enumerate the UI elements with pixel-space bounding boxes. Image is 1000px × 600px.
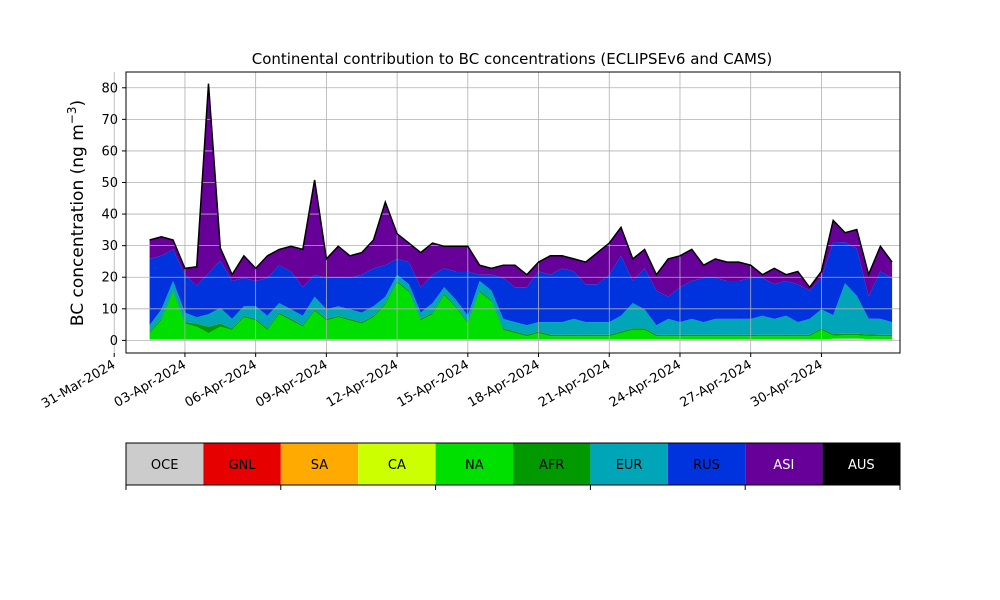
x-tick-label: 27-Apr-2024 xyxy=(678,357,755,410)
y-axis-label-close: ) xyxy=(68,100,88,107)
legend-colorbar: OCE GNL SA CA NA AFR EUR RUS ASI AUS xyxy=(125,442,901,490)
legend-label-rus: RUS xyxy=(693,458,720,473)
x-tick-label: 24-Apr-2024 xyxy=(607,357,684,410)
y-tick-label: 50 xyxy=(101,176,118,191)
area-oce xyxy=(149,338,893,341)
y-tick-label: 0 xyxy=(110,334,118,349)
legend-swatch-na xyxy=(435,443,513,485)
legend-swatch-ca xyxy=(358,443,436,485)
legend-label-gnl: GNL xyxy=(229,458,257,473)
x-tick-label: 06-Apr-2024 xyxy=(183,357,260,410)
y-tick-label: 70 xyxy=(101,113,118,128)
y-tick-label: 40 xyxy=(101,208,118,223)
legend-swatch-gnl xyxy=(203,443,281,485)
legend-swatch-eur xyxy=(590,443,668,485)
legend-label-aus: AUS xyxy=(848,458,875,473)
legend-swatch-rus xyxy=(667,443,746,485)
legend-label-asi: ASI xyxy=(773,458,794,473)
legend-swatch-afr xyxy=(513,443,591,485)
legend-swatch-oce xyxy=(126,443,204,485)
legend-label-afr: AFR xyxy=(539,458,564,473)
x-tick-label: 03-Apr-2024 xyxy=(112,357,189,410)
plot-frame xyxy=(125,71,901,354)
y-axis-label: BC concentration (ng m−3) xyxy=(65,100,88,326)
area-afr xyxy=(149,281,893,337)
y-tick-label: 20 xyxy=(101,271,118,286)
grid-lines xyxy=(113,72,900,353)
y-tick-label: 30 xyxy=(101,239,118,254)
area-rus xyxy=(149,242,893,326)
x-tick-label: 30-Apr-2024 xyxy=(748,357,825,410)
legend-swatch-sa xyxy=(280,443,359,485)
x-tick-label: 09-Apr-2024 xyxy=(253,357,330,410)
legend-swatch-asi xyxy=(745,443,823,485)
y-tick-label: 80 xyxy=(101,81,118,96)
area-na xyxy=(149,282,893,340)
plot-area xyxy=(113,71,901,354)
y-axis: 0 10 20 30 40 50 60 70 80 xyxy=(101,81,126,349)
legend-label-na: NA xyxy=(465,458,484,473)
legend-label-ca: CA xyxy=(388,458,406,473)
legend-frame xyxy=(125,442,901,486)
x-axis: 31-Mar-202403-Apr-202406-Apr-202409-Apr-… xyxy=(39,353,825,412)
x-tick-label: 18-Apr-2024 xyxy=(465,357,542,410)
legend-label-eur: EUR xyxy=(616,458,643,473)
total-outline-line xyxy=(149,83,893,289)
y-tick-label: 10 xyxy=(101,302,118,317)
legend-label-sa: SA xyxy=(311,458,328,473)
x-tick-label: 15-Apr-2024 xyxy=(395,357,472,410)
y-axis-label-exponent: −3 xyxy=(65,106,79,124)
y-axis-label-text: BC concentration (ng m xyxy=(68,124,88,326)
chart-title: Continental contribution to BC concentra… xyxy=(252,50,773,68)
legend-label-oce: OCE xyxy=(151,458,179,473)
area-eur xyxy=(149,274,893,335)
y-tick-label: 60 xyxy=(101,144,118,159)
x-tick-label: 21-Apr-2024 xyxy=(536,357,613,410)
x-tick-label: 31-Mar-2024 xyxy=(39,357,118,411)
x-tick-label: 12-Apr-2024 xyxy=(324,357,401,410)
area-layers xyxy=(149,83,893,341)
legend-swatch-aus xyxy=(822,443,900,485)
